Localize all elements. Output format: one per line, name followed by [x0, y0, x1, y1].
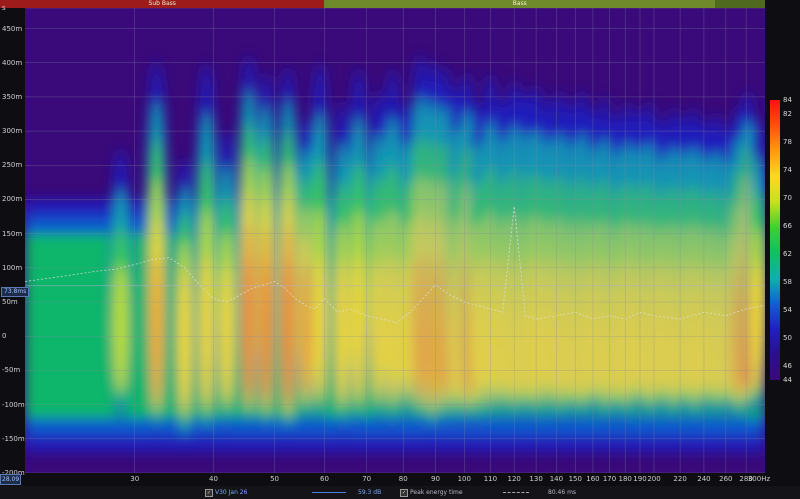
- heatmap-cell: [113, 264, 128, 394]
- color-scale-label: 58: [783, 278, 792, 286]
- x-tick-label: 160: [586, 475, 600, 483]
- y-tick-label: 400m: [2, 58, 23, 67]
- heatmap-cell: [220, 263, 233, 402]
- color-scale-label: 50: [783, 334, 792, 342]
- x-tick-label: 240: [697, 475, 711, 483]
- measurement-name: V30 Jan 26: [215, 489, 248, 496]
- heatmap-cell: [751, 261, 764, 389]
- x-tick-label: 50: [270, 475, 280, 483]
- heatmap-cell: [178, 266, 191, 411]
- x-tick-label: 120: [507, 475, 521, 483]
- peak-energy-line: [25, 206, 765, 324]
- x-tick-label: 100: [457, 475, 471, 483]
- heatmap-cell: [262, 257, 270, 400]
- heatmap-cell: [245, 255, 253, 398]
- spectrogram-plot[interactable]: [25, 8, 765, 473]
- x-tick-label: 170: [602, 475, 617, 483]
- color-scale-label: 66: [783, 222, 792, 230]
- color-scale-label: 84: [783, 96, 792, 104]
- y-tick-label: 300m: [2, 127, 23, 136]
- x-tick-label: 40: [209, 475, 218, 483]
- checkbox-icon[interactable]: ✓: [205, 488, 213, 497]
- color-scale-legend: 84 82 78 74 70 66 62 58 54 50 46 44: [770, 96, 798, 390]
- x-tick-label: 80: [398, 475, 408, 483]
- color-scale-label: 78: [783, 138, 792, 146]
- peak-energy-line-swatch: [503, 492, 529, 493]
- frequency-readout[interactable]: 28.09: [0, 474, 22, 485]
- y-tick-label: -200m: [2, 469, 25, 477]
- band-0: Sub Bass: [0, 0, 325, 8]
- y-tick-label: -100m: [2, 400, 25, 409]
- color-scale-label: 70: [783, 194, 792, 202]
- checkbox-icon[interactable]: ✓: [400, 488, 408, 497]
- y-tick-label: 100m: [2, 263, 23, 272]
- color-scale-label: 44: [783, 376, 792, 384]
- heatmap-cell: [336, 259, 349, 402]
- band-2: [715, 0, 765, 8]
- heatmap-cell: [284, 256, 292, 402]
- y-tick-label: -50m: [2, 366, 21, 375]
- x-tick-label: 180: [618, 475, 632, 483]
- heatmap-cell: [313, 254, 326, 398]
- peak-energy-toggle[interactable]: ✓ Peak energy time: [400, 487, 463, 498]
- heatmap-cell: [372, 258, 385, 398]
- x-tick-label: 130: [529, 475, 543, 483]
- x-tick-label: 150: [568, 475, 582, 483]
- x-tick-label: 70: [362, 475, 372, 483]
- x-tick-label: 280: [739, 475, 753, 483]
- x-tick-label: 200: [647, 475, 661, 483]
- measurement-toggle[interactable]: ✓ V30 Jan 26: [205, 487, 247, 498]
- y-tick-label: 0: [2, 332, 7, 341]
- band-1: Bass: [324, 0, 716, 8]
- x-tick-label: 260: [719, 475, 733, 483]
- color-scale-label: 82: [783, 110, 792, 118]
- x-tick-label: 60: [320, 475, 329, 483]
- x-tick-label: 300Hz: [747, 475, 771, 483]
- color-scale-label: 46: [783, 362, 792, 370]
- x-tick-label: 140: [549, 475, 564, 483]
- x-tick-label: 30: [130, 475, 140, 483]
- color-scale-label: 54: [783, 306, 792, 314]
- status-bar: ✓ V30 Jan 26 59.3 dB ✓ Peak energy time 80…: [0, 486, 800, 499]
- peak-energy-label: Peak energy time: [410, 489, 463, 496]
- x-tick-label: 90: [430, 475, 440, 483]
- spectrogram-heatmap: [25, 8, 765, 473]
- y-tick-label: -150m: [2, 434, 25, 443]
- y-tick-label: 200m: [2, 195, 23, 204]
- color-scale-label: 74: [783, 166, 792, 174]
- y-tick-label: s: [2, 4, 6, 12]
- peak-energy-value: 80.46 ms: [548, 489, 577, 496]
- x-tick-label: 190: [633, 475, 647, 483]
- heatmap-cell: [200, 254, 213, 407]
- heatmap-cell: [352, 255, 365, 400]
- color-scale-label: 62: [783, 250, 792, 258]
- y-tick-label: 50m: [2, 298, 18, 307]
- x-tick-label: 110: [483, 475, 498, 483]
- cursor-time-readout[interactable]: 73.8ms: [1, 287, 30, 297]
- y-tick-label: 350m: [2, 92, 23, 101]
- heatmap-cell: [386, 255, 399, 400]
- measurement-line-swatch: [312, 492, 346, 493]
- y-tick-label: 250m: [2, 161, 23, 170]
- y-tick-label: 450m: [2, 24, 23, 33]
- frequency-band-bar: Sub Bass Bass: [0, 0, 765, 8]
- x-tick-label: 220: [673, 475, 687, 483]
- heatmap-cell: [151, 255, 162, 402]
- heatmap-cell: [300, 262, 311, 396]
- measurement-level: 59.3 dB: [358, 489, 382, 496]
- color-scale-bar: [770, 100, 780, 380]
- y-tick-label: 150m: [2, 229, 23, 238]
